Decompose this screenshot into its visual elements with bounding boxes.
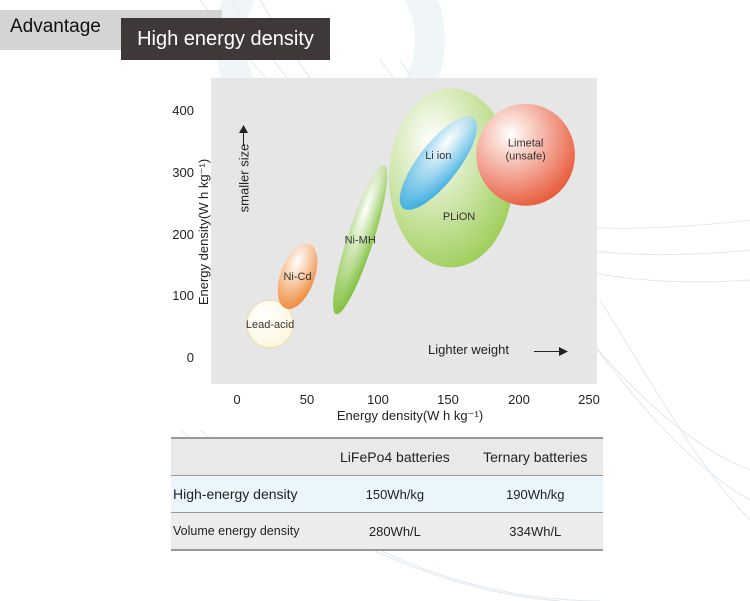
advantage-label: Advantage <box>10 16 101 37</box>
region-ni-mh <box>333 165 388 315</box>
y-tick-400: 400 <box>172 103 194 118</box>
page-title: High energy density <box>121 18 330 60</box>
y-axis-label: Energy density(W h kg⁻¹) <box>196 158 211 306</box>
y-tick-100: 100 <box>172 288 194 303</box>
table-cell: Volume energy density <box>173 524 300 538</box>
table-cell: High-energy density <box>173 486 298 502</box>
region-label: Ni-MH <box>345 235 376 247</box>
up-arrow-icon <box>243 132 244 146</box>
region-li-ion <box>399 116 477 210</box>
x-tick-250: 250 <box>578 392 600 407</box>
region-label: Limetal <box>508 137 543 149</box>
region-ni-cd <box>277 243 318 309</box>
table-header-row: LiFePo4 batteries Ternary batteries <box>171 438 603 476</box>
lighter-weight-note: Lighter weight <box>428 342 509 357</box>
x-tick-150: 150 <box>437 392 459 407</box>
table-cell: 190Wh/kg <box>506 486 565 502</box>
table-header-cell <box>171 438 322 476</box>
table-cell: 334Wh/L <box>509 523 562 539</box>
region-label: PLiON <box>443 211 475 223</box>
y-tick-0: 0 <box>186 350 194 365</box>
table-row: High-energy density 150Wh/kg 190Wh/kg <box>171 475 603 513</box>
table-cell: 280Wh/L <box>368 523 421 539</box>
region-limetal <box>476 103 575 206</box>
comparison-table: LiFePo4 batteries Ternary batteries High… <box>171 437 603 551</box>
x-tick-200: 200 <box>508 392 530 407</box>
right-arrow-icon <box>534 351 560 352</box>
x-axis-label: Energy density(W h kg⁻¹) <box>336 408 484 423</box>
y-tick-200: 200 <box>172 227 194 242</box>
table-cell: 150Wh/kg <box>365 486 425 502</box>
right-arrowhead-icon <box>559 347 568 356</box>
region-label: Ni-Cd <box>283 271 311 283</box>
x-tick-100: 100 <box>367 392 389 407</box>
table-row: Volume energy density 280Wh/L 334Wh/L <box>171 512 603 550</box>
x-tick-50: 50 <box>299 392 315 407</box>
region-lead-acid <box>246 299 294 349</box>
table-header-cell: Ternary batteries <box>483 449 588 465</box>
smaller-size-note: smaller size <box>236 143 252 213</box>
up-arrowhead-icon <box>239 125 248 133</box>
region-label: Lead-acid <box>246 319 294 331</box>
table-header-cell: LiFePo4 batteries <box>340 449 450 465</box>
region-label: (unsafe) <box>505 150 545 162</box>
y-tick-300: 300 <box>172 165 194 180</box>
x-tick-0: 0 <box>233 392 241 407</box>
region-label: Li ion <box>425 150 451 162</box>
